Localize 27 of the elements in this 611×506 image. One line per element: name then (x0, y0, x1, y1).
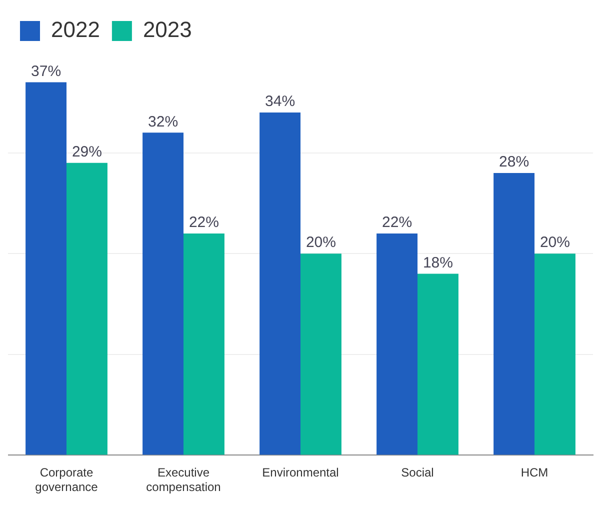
bar (376, 233, 418, 455)
bar (66, 162, 108, 455)
data-label: 18% (422, 254, 453, 272)
data-label: 20% (540, 234, 570, 252)
x-tick-label: Environmental (262, 466, 339, 480)
data-label: 22% (188, 214, 219, 232)
data-label: 22% (382, 214, 412, 232)
bar (534, 254, 576, 455)
data-label: 29% (72, 144, 102, 161)
data-label: 20% (306, 234, 336, 252)
bar (494, 172, 534, 455)
x-tick-label: HCM (520, 466, 548, 480)
x-tick-label: Corporate governance (35, 466, 98, 494)
legend-label: 2023 (142, 17, 192, 42)
bar (260, 112, 300, 455)
data-label: 37% (31, 62, 62, 80)
data-label: 34% (265, 93, 296, 110)
x-tick-label: Social (401, 466, 434, 480)
legend-label: 2022 (51, 17, 100, 42)
x-tick-label: Executive compensation (146, 466, 221, 494)
data-label: 32% (148, 113, 178, 130)
bar (26, 82, 66, 455)
bar (300, 254, 342, 455)
bar (418, 274, 458, 455)
data-label: 28% (499, 154, 530, 171)
bar (184, 233, 224, 455)
bar (142, 132, 184, 455)
